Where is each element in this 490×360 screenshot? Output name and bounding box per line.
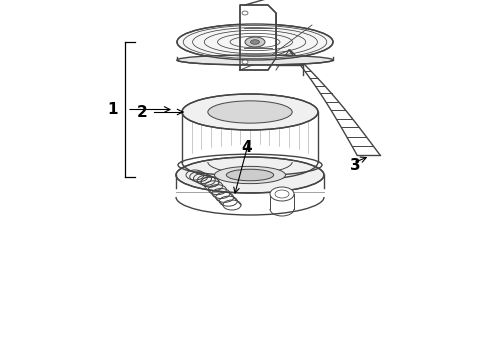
Ellipse shape [208, 101, 292, 123]
Ellipse shape [177, 55, 333, 65]
FancyBboxPatch shape [182, 112, 318, 162]
Polygon shape [240, 5, 276, 70]
Ellipse shape [177, 24, 333, 60]
Ellipse shape [182, 94, 318, 130]
Ellipse shape [270, 187, 294, 201]
Text: 4: 4 [242, 140, 252, 154]
Ellipse shape [242, 11, 248, 15]
Ellipse shape [176, 157, 324, 193]
Ellipse shape [215, 166, 286, 184]
FancyBboxPatch shape [176, 175, 324, 197]
Ellipse shape [245, 37, 265, 47]
Text: 3: 3 [350, 158, 360, 172]
Ellipse shape [226, 169, 274, 181]
Ellipse shape [250, 40, 260, 44]
Ellipse shape [242, 60, 248, 64]
Text: 1: 1 [108, 102, 118, 117]
Text: 2: 2 [137, 104, 147, 120]
